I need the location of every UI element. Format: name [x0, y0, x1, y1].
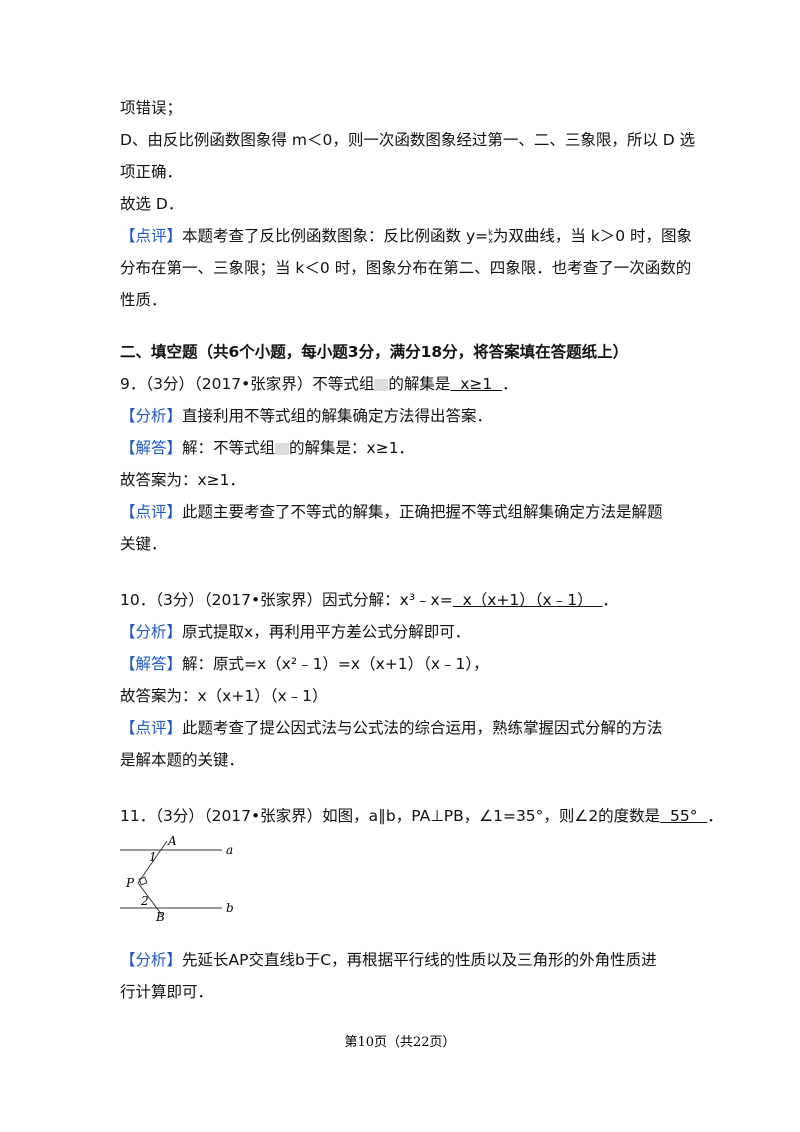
text: 行计算即可．: [120, 983, 214, 1001]
comment-tag: 【分析】: [120, 951, 183, 969]
formula-image: [374, 378, 389, 391]
figure: A 1 a P 2 B b: [120, 835, 234, 924]
text: 的解集是: [388, 375, 451, 393]
comment-tag: 【解答】: [120, 439, 183, 457]
text-line: 【点评】本题考查了反比例函数图象：反比例函数 y= k x 为双曲线，当 k＞0 时，…: [120, 226, 692, 246]
text: 是解本题的关键．: [120, 751, 245, 769]
text: 故答案为：x≥1．: [120, 471, 246, 489]
text: 分布在第一、三象限；当 k＜0 时，图象分布在第二、四象限．也考查了一次函数的: [120, 259, 692, 277]
text: ．: [707, 807, 723, 825]
text: 的解集是：x≥1．: [289, 439, 415, 457]
figure-label: B: [155, 910, 165, 924]
text: ．: [602, 591, 618, 609]
text: 此题主要考查了不等式的解集，正确把握不等式组解集确定方法是解题: [182, 503, 663, 521]
text-line: 【点评】此题主要考查了不等式的解集，正确把握不等式组解集确定方法是解题: [120, 502, 663, 522]
figure-label: A: [167, 835, 177, 848]
answer: x≥1: [450, 375, 503, 393]
comment-tag: 【点评】: [120, 227, 183, 245]
text: 项错误；: [120, 99, 183, 117]
answer: x（x+1）（x﹣1）: [452, 591, 603, 609]
figure-label: 2: [140, 894, 149, 908]
text: 11．（3分）（2017•张家界）如图，a∥b，PA⊥PB，∠1=35°，则∠2…: [120, 807, 661, 825]
formula-image: [275, 442, 290, 455]
section-heading: 二、填空题（共6个小题，每小题3分，满分18分，将答案填在答题纸上）: [120, 343, 629, 361]
text: 10．（3分）（2017•张家界）因式分解：x³﹣x=: [120, 591, 453, 609]
text-line: D、由反比例函数图象得 m＜0，则一次函数图象经过第一、二、三象限，所以 D 选: [120, 130, 695, 150]
text-line: 项正确．: [120, 162, 182, 182]
text: 性质．: [120, 291, 167, 309]
comment-tag: 【点评】: [120, 503, 183, 521]
text: 解：原式=x（x²﹣1）=x（x+1）（x﹣1），: [182, 655, 489, 673]
text-line: 【点评】此题考查了提公因式法与公式法的综合运用，熟练掌握因式分解的方法: [120, 718, 663, 738]
comment-tag: 【分析】: [120, 407, 183, 425]
comment-tag: 【解答】: [120, 655, 183, 673]
figure-label: b: [226, 901, 234, 915]
text: 故选 D．: [120, 195, 184, 213]
figure-label: P: [125, 876, 135, 890]
text-line: 【分析】原式提取x，再利用平方差公式分解即可．: [120, 622, 470, 642]
text-line: 9．（3分）（2017•张家界）不等式组 的解集是 x≥1 ．: [120, 374, 518, 394]
text: 项正确．: [120, 163, 183, 181]
figure-label: a: [226, 843, 233, 857]
text: 故答案为：x（x+1）（x﹣1）: [120, 687, 328, 705]
text-line: 11．（3分）（2017•张家界）如图，a∥b，PA⊥PB，∠1=35°，则∠2…: [120, 806, 723, 826]
text-line: 10．（3分）（2017•张家界）因式分解：x³﹣x= x（x+1）（x﹣1） …: [120, 590, 618, 610]
text: 先延长AP交直线b于C，再根据平行线的性质以及三角形的外角性质进: [182, 951, 657, 969]
text-line: 关键．: [120, 534, 167, 554]
text-line: 行计算即可．: [120, 982, 213, 1002]
text-line: 是解本题的关键．: [120, 750, 244, 770]
figure-label: 1: [149, 850, 157, 864]
text-line: 性质．: [120, 290, 167, 310]
page-footer: 第10页（共22页）: [344, 1035, 456, 1050]
text-line: 故选 D．: [120, 194, 183, 214]
text: 解：不等式组: [182, 439, 276, 457]
answer: 55°: [660, 807, 708, 825]
text-line: 【解答】解：原式=x（x²﹣1）=x（x+1）（x﹣1），: [120, 654, 489, 674]
text-line: 故答案为：x≥1．: [120, 470, 245, 490]
denominator: x: [488, 235, 493, 245]
text-line: 项错误；: [120, 98, 182, 118]
text-line: 【解答】解：不等式组 的解集是：x≥1．: [120, 438, 414, 458]
comment-tag: 【点评】: [120, 719, 183, 737]
text-line: 故答案为：x（x+1）（x﹣1）: [120, 686, 327, 706]
text-line: 二、填空题（共6个小题，每小题3分，满分18分，将答案填在答题纸上）: [120, 342, 628, 362]
text: 为双曲线，当 k＞0 时，图象: [492, 227, 693, 245]
text: 此题考查了提公因式法与公式法的综合运用，熟练掌握因式分解的方法: [182, 719, 663, 737]
text: 原式提取x，再利用平方差公式分解即可．: [182, 623, 471, 641]
comment-tag: 【分析】: [120, 623, 183, 641]
text: 本题考查了反比例函数图象：反比例函数 y=: [182, 227, 489, 245]
numerator: k: [488, 227, 493, 237]
text-line: 【分析】先延长AP交直线b于C，再根据平行线的性质以及三角形的外角性质进: [120, 950, 657, 970]
text-line: 【分析】直接利用不等式组的解集确定方法得出答案．: [120, 406, 492, 426]
text: 关键．: [120, 535, 167, 553]
text: ．: [502, 375, 518, 393]
text: D、由反比例函数图象得 m＜0，则一次函数图象经过第一、二、三象限，所以 D 选: [120, 131, 696, 149]
text: 直接利用不等式组的解集确定方法得出答案．: [182, 407, 493, 425]
text: 9．（3分）（2017•张家界）不等式组: [120, 375, 375, 393]
text-line: 分布在第一、三象限；当 k＜0 时，图象分布在第二、四象限．也考查了一次函数的: [120, 258, 691, 278]
